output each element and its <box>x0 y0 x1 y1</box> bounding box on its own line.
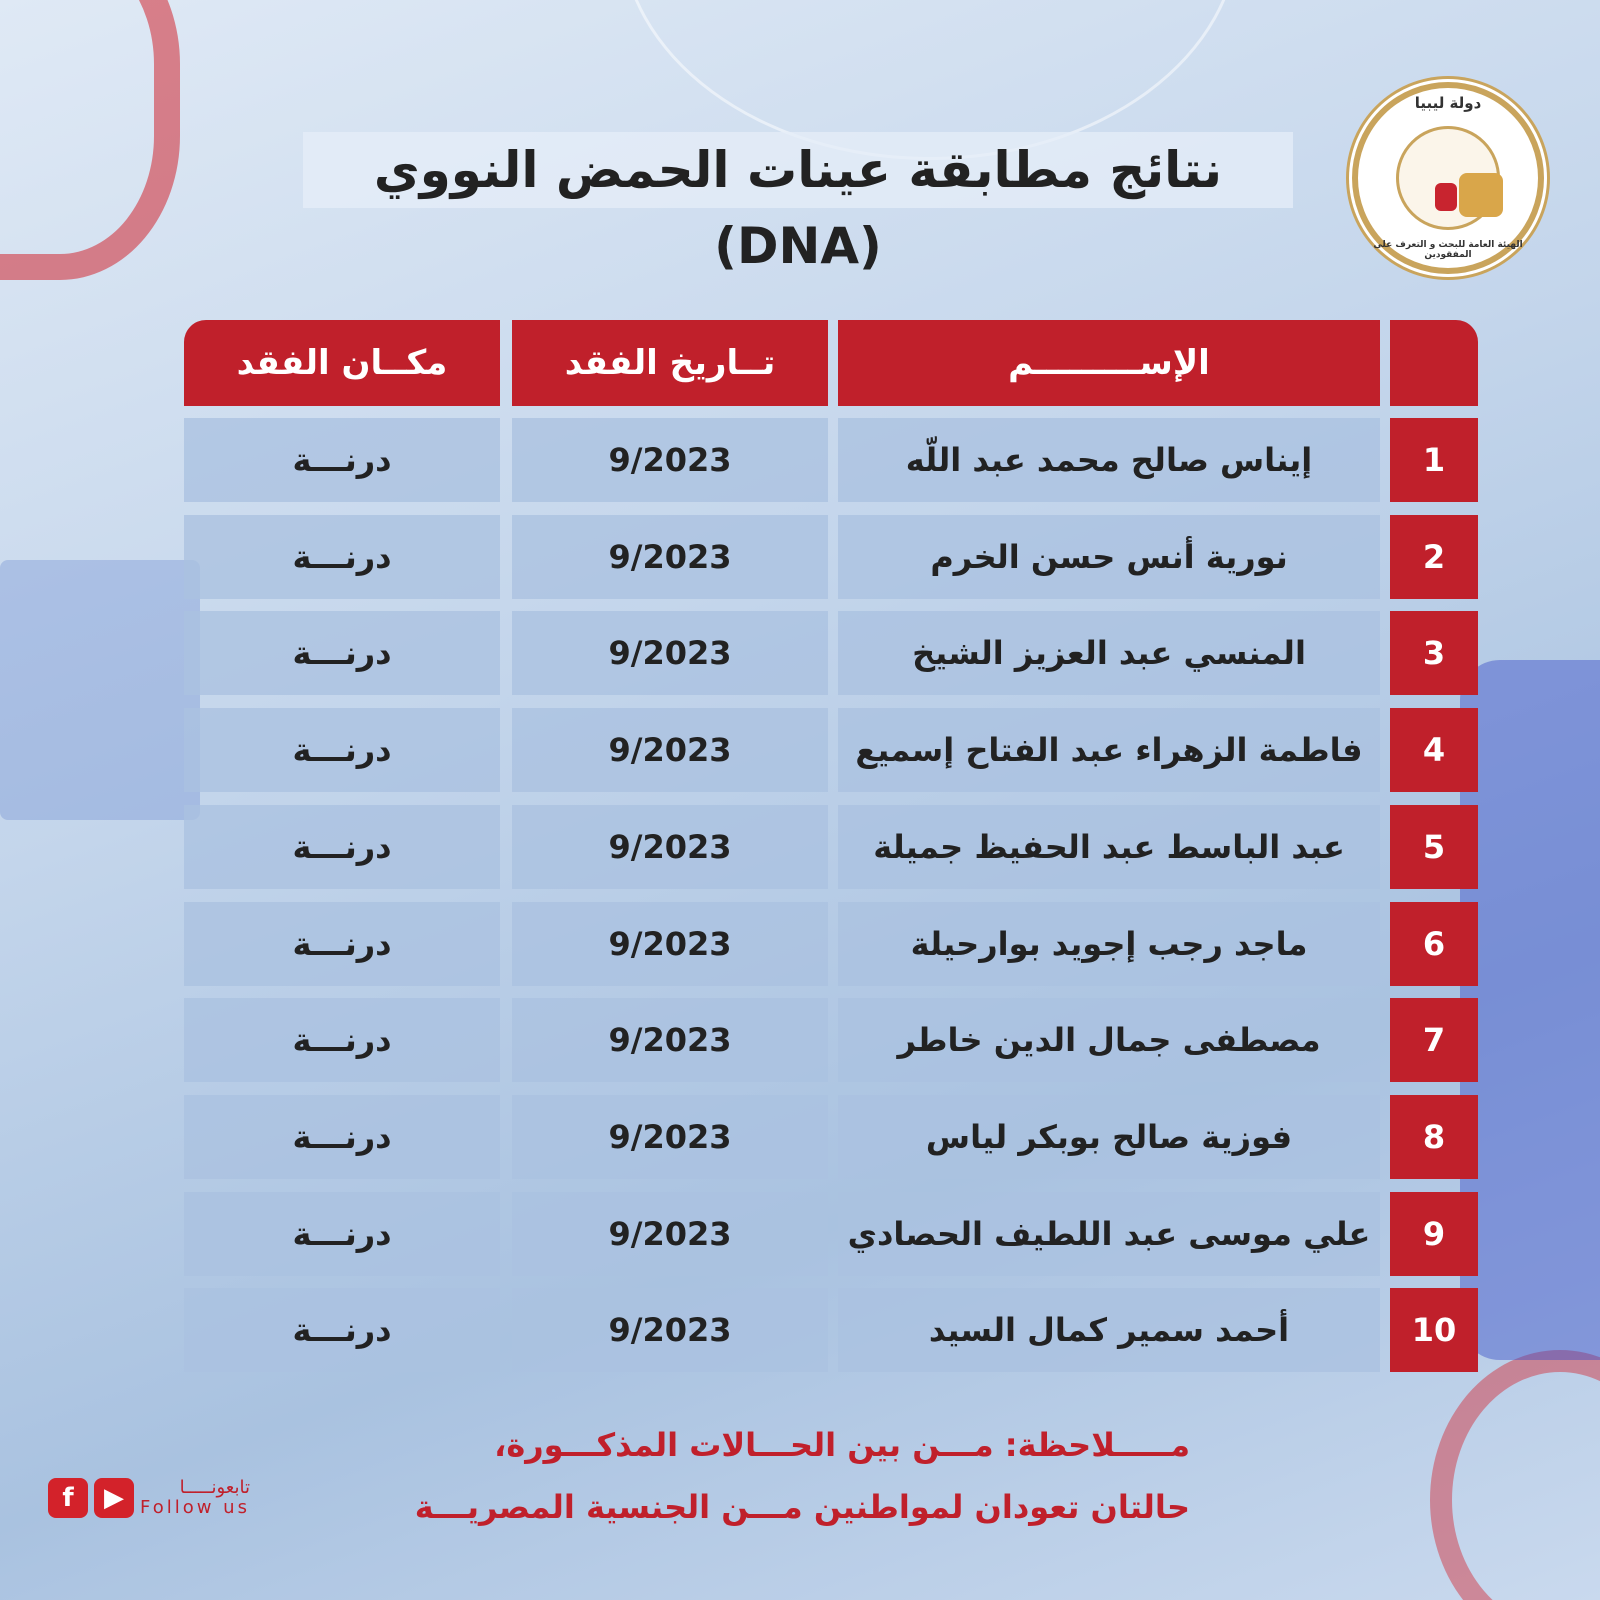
cell-place: درنـــة <box>184 708 500 793</box>
logo-emblem <box>1396 126 1503 230</box>
dna-decoration <box>1430 1350 1600 1600</box>
cell-date: 9/2023 <box>512 901 828 986</box>
cell-number: 10 <box>1390 1288 1478 1373</box>
lab-equipment <box>1460 660 1600 1360</box>
cell-name: فاطمة الزهراء عبد الفتاح إسميع <box>838 708 1380 793</box>
cell-name: علي موسى عبد اللطيف الحصادي <box>838 1191 1380 1276</box>
cell-place: درنـــة <box>184 611 500 696</box>
cell-number: 4 <box>1390 708 1478 793</box>
note-line-2: حالتان تعودان لمواطنين مـــن الجنسية الم… <box>414 1488 1190 1526</box>
cell-name: ماجد رجب إجويد بوارحيلة <box>838 901 1380 986</box>
header-name: الإســـــــــم <box>838 320 1380 406</box>
cell-name: أحمد سمير كمال السيد <box>838 1288 1380 1373</box>
page-title: نتائج مطابقة عينات الحمض النووي (DNA) <box>303 132 1293 275</box>
cell-date: 9/2023 <box>512 1191 828 1276</box>
cell-number: 8 <box>1390 1094 1478 1179</box>
cell-number: 7 <box>1390 998 1478 1083</box>
cell-name: نورية أنس حسن الخرم <box>838 514 1380 599</box>
cell-place: درنـــة <box>184 1094 500 1179</box>
cell-date: 9/2023 <box>512 804 828 889</box>
cell-place: درنـــة <box>184 804 500 889</box>
cell-date: 9/2023 <box>512 1094 828 1179</box>
note-line-1: مـــــلاحظة: مـــن بين الحـــالات المذكـ… <box>494 1426 1190 1464</box>
header-number <box>1390 320 1478 406</box>
puzzle-piece-icon <box>1435 183 1457 211</box>
lab-equipment <box>0 560 200 820</box>
cell-date: 9/2023 <box>512 1288 828 1373</box>
cell-place: درنـــة <box>184 418 500 502</box>
authority-logo: دولة ليبيا الهيئة العامة للبحث و التعرف … <box>1352 82 1544 274</box>
follow-english: Follow us <box>140 1497 250 1518</box>
follow-arabic: تابعونـــــا <box>179 1477 250 1498</box>
cell-place: درنـــة <box>184 998 500 1083</box>
header-date: تــاريخ الفقد <box>512 320 828 406</box>
cell-date: 9/2023 <box>512 514 828 599</box>
cell-number: 5 <box>1390 804 1478 889</box>
cell-number: 9 <box>1390 1191 1478 1276</box>
cell-date: 9/2023 <box>512 998 828 1083</box>
logo-top-text: دولة ليبيا <box>1414 94 1482 112</box>
cell-name: فوزية صالح بوبكر لياس <box>838 1094 1380 1179</box>
cell-name: المنسي عبد العزيز الشيخ <box>838 611 1380 696</box>
follow-us: f ▶ تابعونـــــا Follow us <box>48 1478 250 1518</box>
youtube-icon[interactable]: ▶ <box>94 1478 134 1518</box>
cell-date: 9/2023 <box>512 708 828 793</box>
dna-decoration <box>0 0 180 280</box>
cell-place: درنـــة <box>184 514 500 599</box>
cell-place: درنـــة <box>184 1191 500 1276</box>
cell-number: 6 <box>1390 901 1478 986</box>
cell-name: إيناس صالح محمد عبد اللّه <box>838 418 1380 502</box>
logo-bottom-text: الهيئة العامة للبحث و التعرف على المفقود… <box>1373 240 1523 260</box>
cell-number: 1 <box>1390 418 1478 502</box>
header-place: مكــان الفقد <box>184 320 500 406</box>
cell-name: عبد الباسط عبد الحفيظ جميلة <box>838 804 1380 889</box>
cell-number: 3 <box>1390 611 1478 696</box>
puzzle-icon <box>1459 173 1503 217</box>
cell-number: 2 <box>1390 514 1478 599</box>
cell-place: درنـــة <box>184 901 500 986</box>
cell-date: 9/2023 <box>512 418 828 502</box>
cell-name: مصطفى جمال الدين خاطر <box>838 998 1380 1083</box>
facebook-icon[interactable]: f <box>48 1478 88 1518</box>
cell-place: درنـــة <box>184 1288 500 1373</box>
cell-date: 9/2023 <box>512 611 828 696</box>
